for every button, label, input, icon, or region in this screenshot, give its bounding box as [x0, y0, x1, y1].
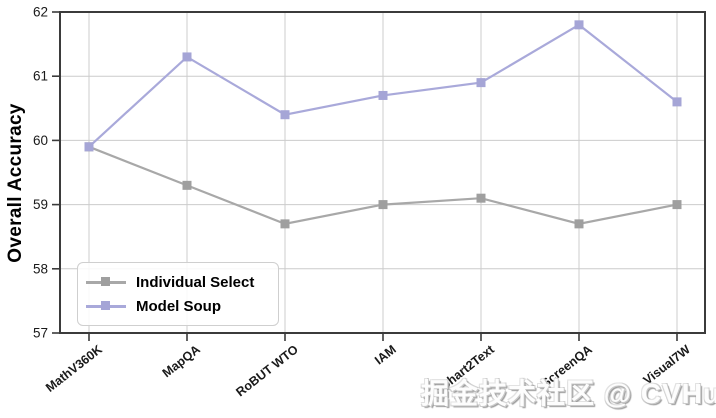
y-tick-label: 60: [33, 133, 48, 148]
y-tick-label: 62: [33, 5, 48, 20]
data-point-marker: [378, 200, 388, 210]
data-point-marker: [476, 78, 486, 88]
legend-swatch-model-soup: [86, 300, 126, 312]
data-point-marker: [84, 142, 94, 152]
data-point-marker: [280, 110, 290, 120]
x-tick-label: IAM: [372, 342, 399, 367]
square-marker-icon: [101, 277, 110, 286]
y-tick-label: 58: [33, 261, 48, 276]
square-marker-icon: [101, 301, 110, 310]
data-point-marker: [182, 52, 192, 62]
data-point-marker: [672, 97, 682, 107]
data-point-marker: [378, 90, 388, 100]
x-tick-label: MathV360K: [43, 342, 105, 395]
data-point-marker: [280, 219, 290, 229]
legend-label-individual-select: Individual Select: [136, 273, 255, 291]
x-tick-label: RoBUT WTO: [233, 342, 301, 399]
y-tick-label: 61: [33, 69, 48, 84]
legend: Individual Select Model Soup: [77, 262, 279, 326]
data-point-marker: [574, 219, 584, 229]
y-tick-label: 59: [33, 197, 48, 212]
y-axis-label: Overall Accuracy: [5, 103, 26, 263]
data-point-marker: [672, 200, 682, 210]
legend-swatch-individual-select: [86, 276, 126, 288]
data-point-marker: [476, 193, 486, 203]
data-point-marker: [182, 180, 192, 190]
legend-item-model-soup: Model Soup: [86, 294, 268, 318]
watermark: 掘金技术社区 @ CVHub: [421, 378, 716, 409]
x-tick-label: MapQA: [160, 342, 203, 380]
data-point-marker: [574, 20, 584, 30]
y-tick-label: 57: [33, 326, 48, 341]
legend-item-individual-select: Individual Select: [86, 270, 268, 294]
legend-label-model-soup: Model Soup: [136, 297, 221, 315]
